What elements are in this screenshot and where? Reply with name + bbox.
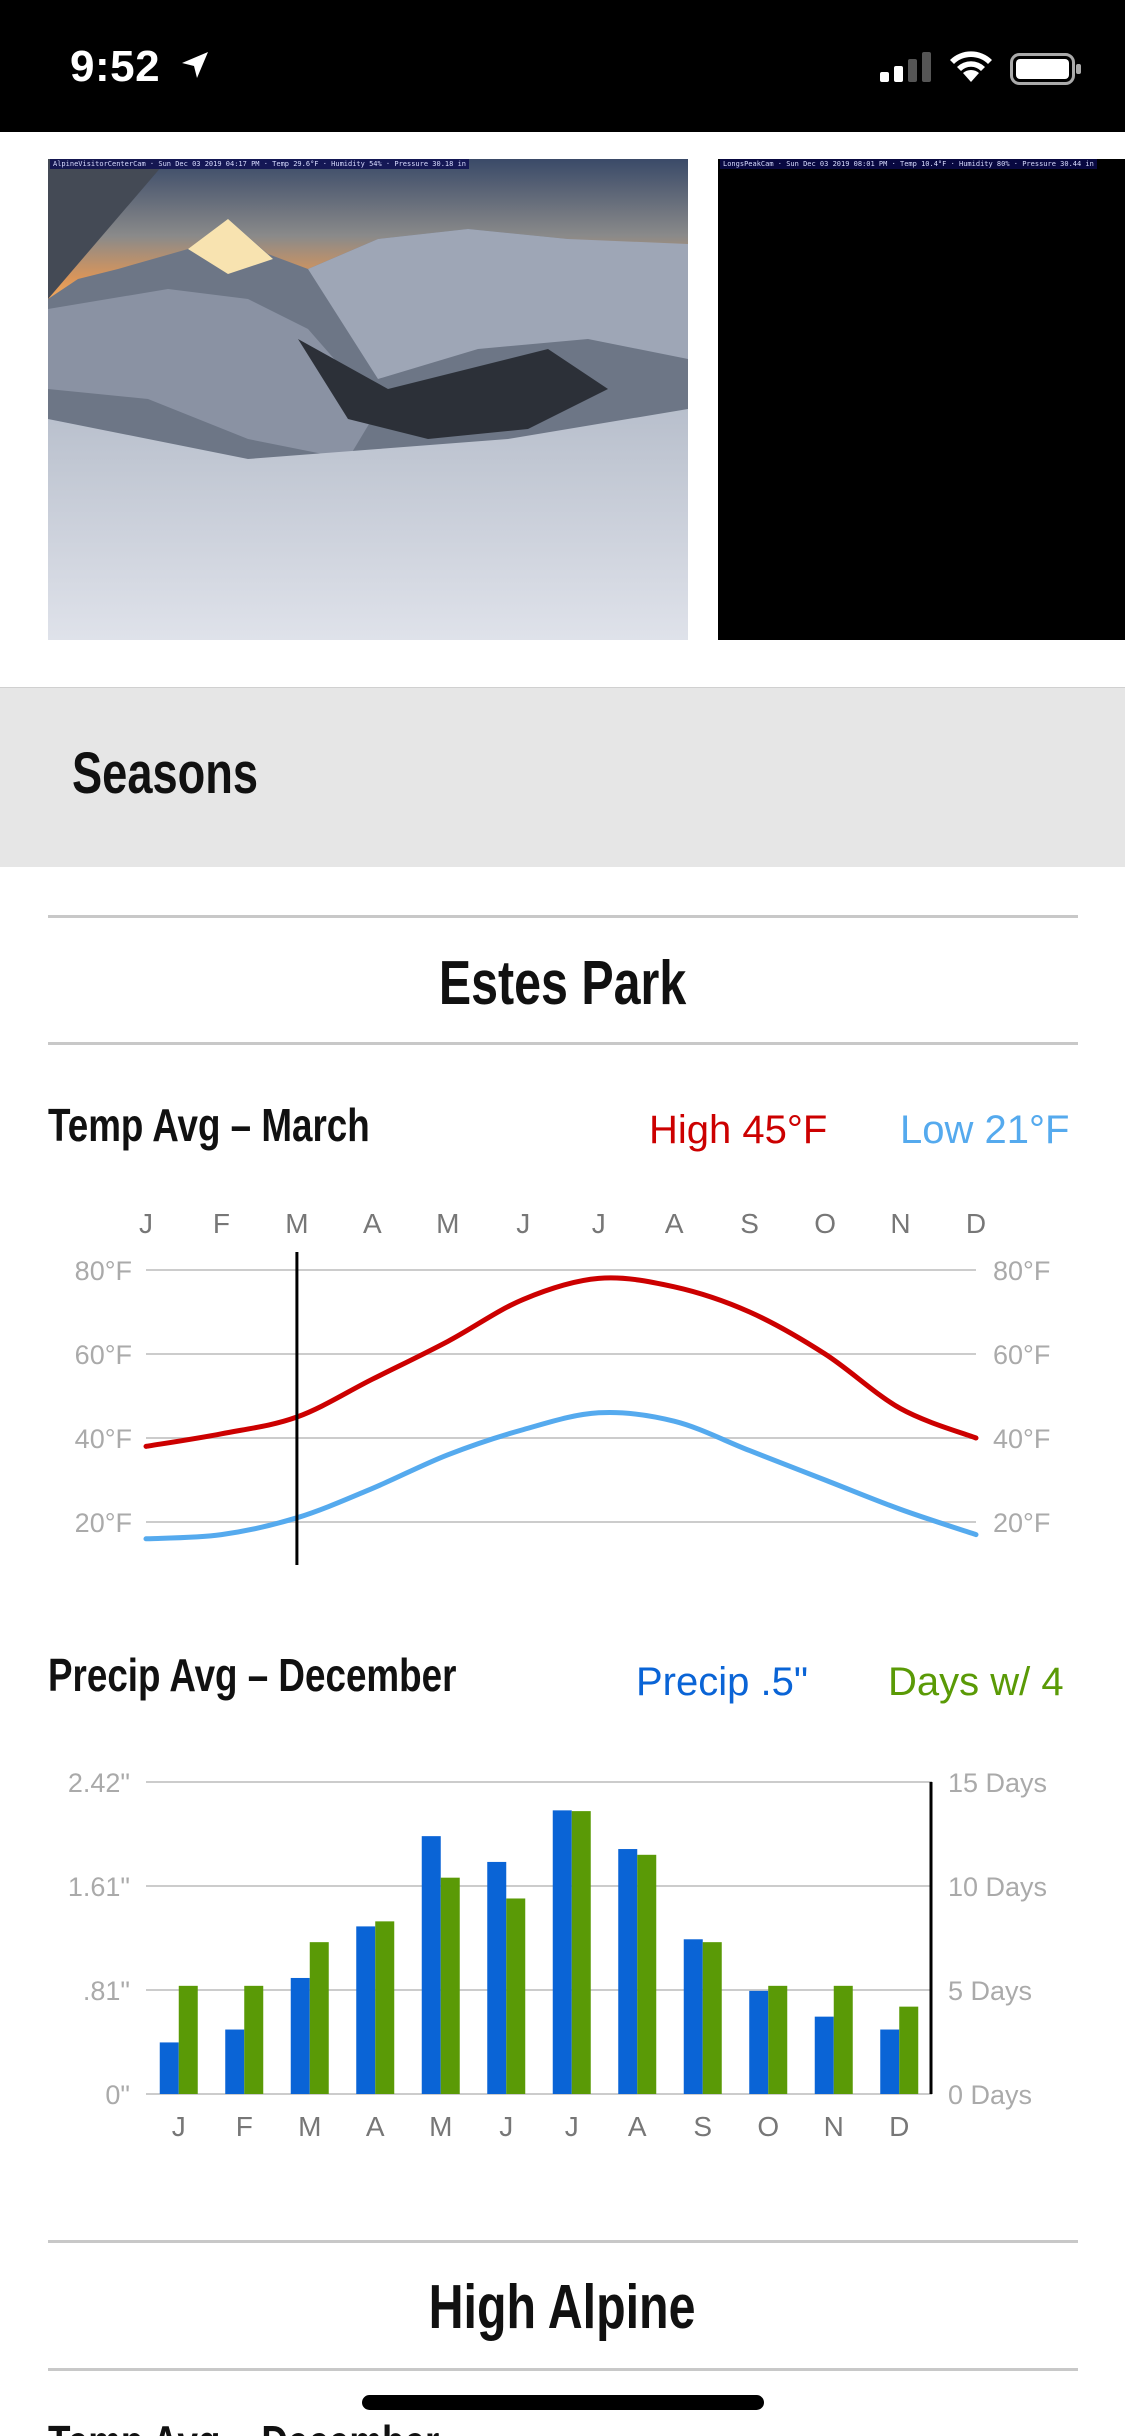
bar-precip [421, 1836, 441, 2094]
temp-chart[interactable]: J F M A M J J A S O N D 20°F 20°F 40°F 40°F 60°F 60°F 80°F… [0, 1190, 1125, 1570]
y-tick-label-left: 0" [105, 2080, 130, 2110]
bar-days [506, 1898, 526, 2094]
wifi-icon [950, 51, 992, 82]
month-label: N [824, 2111, 844, 2142]
bar-precip [814, 2016, 834, 2094]
location-title-text: High Alpine [429, 2273, 696, 2342]
bar-precip [618, 1849, 638, 2094]
month-label: S [740, 1208, 759, 1239]
status-time: 9:52 [70, 42, 161, 91]
month-label: M [298, 2111, 321, 2142]
y-tick-label-right: 40°F [993, 1424, 1050, 1454]
legend-high: High 45°F [649, 1108, 828, 1152]
bar-precip [159, 2042, 179, 2094]
month-label: N [890, 1208, 910, 1239]
bar-precip [290, 1977, 310, 2094]
precip-chart[interactable]: 0" 0 Days .81" 5 Days 1.61" 10 Days 2.42" 15 Da… [0, 1760, 1125, 2160]
mountain-sunset-image [48, 159, 688, 640]
divider [48, 915, 1078, 918]
bar-precip [552, 1810, 572, 2094]
y-tick-label-right: 0 Days [948, 2080, 1032, 2110]
month-label: F [236, 2111, 253, 2142]
divider [48, 2368, 1078, 2371]
bar-days [440, 1877, 460, 2094]
month-label: O [757, 2111, 779, 2142]
y-tick-label-left: 60°F [75, 1340, 132, 1370]
webcam-caption: AlpineVisitorCenterCam · Sun Dec 03 2019… [50, 159, 470, 169]
month-label: D [889, 2111, 909, 2142]
bar-precip [749, 1990, 769, 2094]
bar-days [178, 1985, 198, 2094]
y-tick-label-right: 80°F [993, 1256, 1050, 1286]
temp-chart-heading: Temp Avg – December [48, 2415, 439, 2436]
bar-precip [683, 1939, 703, 2094]
month-label: A [366, 2111, 385, 2142]
month-label: J [172, 2111, 186, 2142]
y-tick-label-right: 15 Days [948, 1768, 1047, 1798]
legend-low: Low 21°F [900, 1108, 1070, 1152]
bar-precip [356, 1926, 376, 2094]
bar-days [637, 1854, 657, 2094]
month-label: A [363, 1208, 382, 1239]
bar-precip [880, 2029, 900, 2094]
y-tick-label-left: .81" [83, 1976, 130, 2006]
precip-chart-heading: Precip Avg – December [48, 1649, 457, 1701]
location-title: Estes Park [0, 948, 1125, 1019]
section-title: Seasons [72, 741, 259, 806]
webcam-image-longs-peak[interactable]: LongsPeakCam · Sun Dec 03 2019 08:01 PM … [718, 159, 1125, 640]
webcam-image-alpine[interactable]: AlpineVisitorCenterCam · Sun Dec 03 2019… [48, 159, 688, 640]
bar-days [309, 1942, 329, 2094]
y-tick-label-left: 40°F [75, 1424, 132, 1454]
month-label: J [139, 1208, 153, 1239]
month-label: F [213, 1208, 230, 1239]
y-tick-label-right: 20°F [993, 1508, 1050, 1538]
location-title-text: Estes Park [438, 949, 687, 1018]
home-indicator[interactable] [362, 2395, 764, 2410]
y-tick-label-left: 1.61" [68, 1872, 130, 1902]
bar-days [702, 1942, 722, 2094]
series-line-low [143, 1410, 979, 1542]
y-tick-label-right: 5 Days [948, 1976, 1032, 2006]
webcam-caption: LongsPeakCam · Sun Dec 03 2019 08:01 PM … [720, 159, 1097, 169]
bar-days [571, 1811, 591, 2094]
y-tick-label-left: 20°F [75, 1508, 132, 1538]
bar-precip [487, 1861, 507, 2094]
legend-days: Days w/ 4 [888, 1660, 1064, 1704]
y-tick-label-left: 80°F [75, 1256, 132, 1286]
location-title: High Alpine [0, 2272, 1125, 2343]
webcam-carousel[interactable]: AlpineVisitorCenterCam · Sun Dec 03 2019… [0, 132, 1125, 687]
y-tick-label-right: 60°F [993, 1340, 1050, 1370]
month-label: M [429, 2111, 452, 2142]
legend-precip: Precip .5" [636, 1660, 809, 1704]
bar-days [833, 1985, 853, 2094]
month-label: A [665, 1208, 684, 1239]
month-label: M [285, 1208, 308, 1239]
location-arrow-icon [182, 52, 208, 78]
y-tick-label-left: 2.42" [68, 1768, 130, 1798]
month-label: S [693, 2111, 712, 2142]
bar-days [375, 1921, 395, 2094]
divider [48, 2240, 1078, 2243]
bar-days [899, 2006, 919, 2094]
month-label: J [592, 1208, 606, 1239]
cellular-signal-icon [880, 52, 931, 82]
month-label: M [436, 1208, 459, 1239]
divider [48, 1042, 1078, 1045]
temp-chart-heading: Temp Avg – March [48, 1099, 370, 1151]
status-bar: 9:52 [0, 0, 1125, 132]
bar-precip [225, 2029, 245, 2094]
month-label: D [966, 1208, 986, 1239]
battery-icon [1010, 53, 1081, 85]
bar-days [244, 1985, 264, 2094]
y-tick-label-right: 10 Days [948, 1872, 1047, 1902]
seasons-section-header: Seasons [0, 687, 1125, 867]
month-label: A [628, 2111, 647, 2142]
month-label: J [499, 2111, 513, 2142]
month-label: J [565, 2111, 579, 2142]
month-label: O [814, 1208, 836, 1239]
month-label: J [516, 1208, 530, 1239]
bar-days [768, 1985, 788, 2094]
